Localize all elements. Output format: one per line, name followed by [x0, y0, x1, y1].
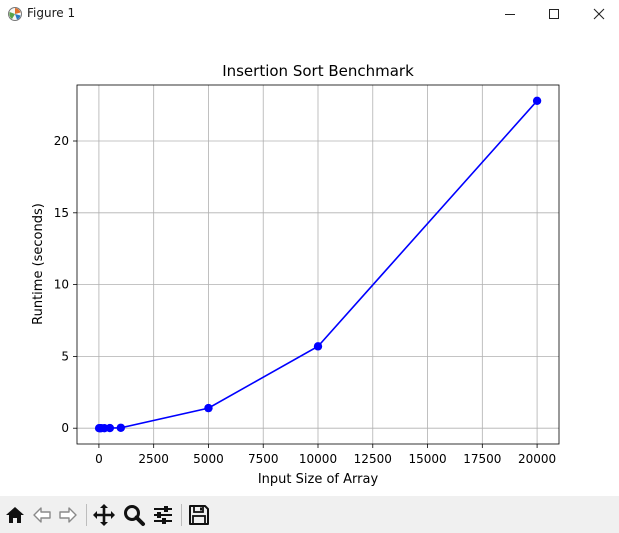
toolbar-separator	[86, 504, 87, 526]
close-icon	[593, 8, 605, 20]
x-tick-label: 10000	[299, 452, 337, 466]
configure-subplots-button[interactable]	[150, 502, 176, 528]
y-tick-label: 5	[61, 349, 69, 363]
zoom-button[interactable]	[121, 502, 147, 528]
minimize-icon	[505, 14, 515, 15]
back-button[interactable]	[29, 502, 55, 528]
x-axis-ticks: 0 2500 5000 7500 10000 12500 15000 17500 20000	[95, 444, 556, 466]
grid-lines	[77, 85, 559, 444]
line-chart: 0 2500 5000 7500 10000 12500 15000 17500 20000 0…	[31, 62, 560, 487]
series-layer	[94, 96, 542, 433]
y-axis-label: Runtime (seconds)	[31, 203, 46, 325]
data-point	[313, 342, 323, 351]
x-tick-label: 5000	[193, 452, 224, 466]
data-point	[204, 403, 213, 413]
back-arrow-icon	[33, 507, 51, 523]
zoom-icon	[124, 505, 145, 526]
x-tick-label: 17500	[463, 452, 501, 466]
close-button[interactable]	[576, 0, 619, 28]
y-tick-label: 0	[61, 421, 69, 435]
x-tick-label: 2500	[138, 452, 169, 466]
data-point	[116, 423, 126, 432]
pan-icon	[93, 504, 115, 526]
x-tick-label: 12500	[354, 452, 392, 466]
home-button[interactable]	[2, 502, 28, 528]
forward-button[interactable]	[55, 502, 81, 528]
figure-canvas: 0 2500 5000 7500 10000 12500 15000 17500 20000 0…	[0, 28, 619, 496]
data-point	[532, 96, 542, 105]
toolbar-separator	[181, 504, 182, 526]
home-icon	[6, 507, 24, 523]
x-tick-label: 0	[95, 452, 103, 466]
navigation-toolbar	[0, 496, 619, 533]
x-axis-label: Input Size of Array	[258, 472, 379, 487]
data-point	[105, 423, 115, 433]
chart-title: Insertion Sort Benchmark	[222, 62, 414, 80]
save-icon	[189, 505, 209, 525]
y-tick-label: 10	[54, 278, 69, 292]
configure-subplots-icon	[154, 506, 172, 524]
y-tick-label: 15	[54, 206, 69, 220]
save-button[interactable]	[186, 502, 212, 528]
minimize-button[interactable]	[487, 0, 533, 28]
window-title: Figure 1	[27, 6, 76, 20]
y-tick-label: 20	[54, 134, 69, 148]
x-tick-label: 7500	[248, 452, 279, 466]
window-titlebar: Figure 1	[0, 0, 619, 28]
y-axis-ticks: 0 5 10 15 20	[54, 134, 77, 435]
maximize-icon	[549, 9, 559, 19]
matplotlib-app-icon	[8, 7, 22, 21]
x-tick-label: 15000	[408, 452, 446, 466]
pan-button[interactable]	[91, 502, 117, 528]
maximize-button[interactable]	[531, 0, 577, 28]
x-tick-label: 20000	[518, 452, 556, 466]
forward-arrow-icon	[59, 507, 77, 523]
